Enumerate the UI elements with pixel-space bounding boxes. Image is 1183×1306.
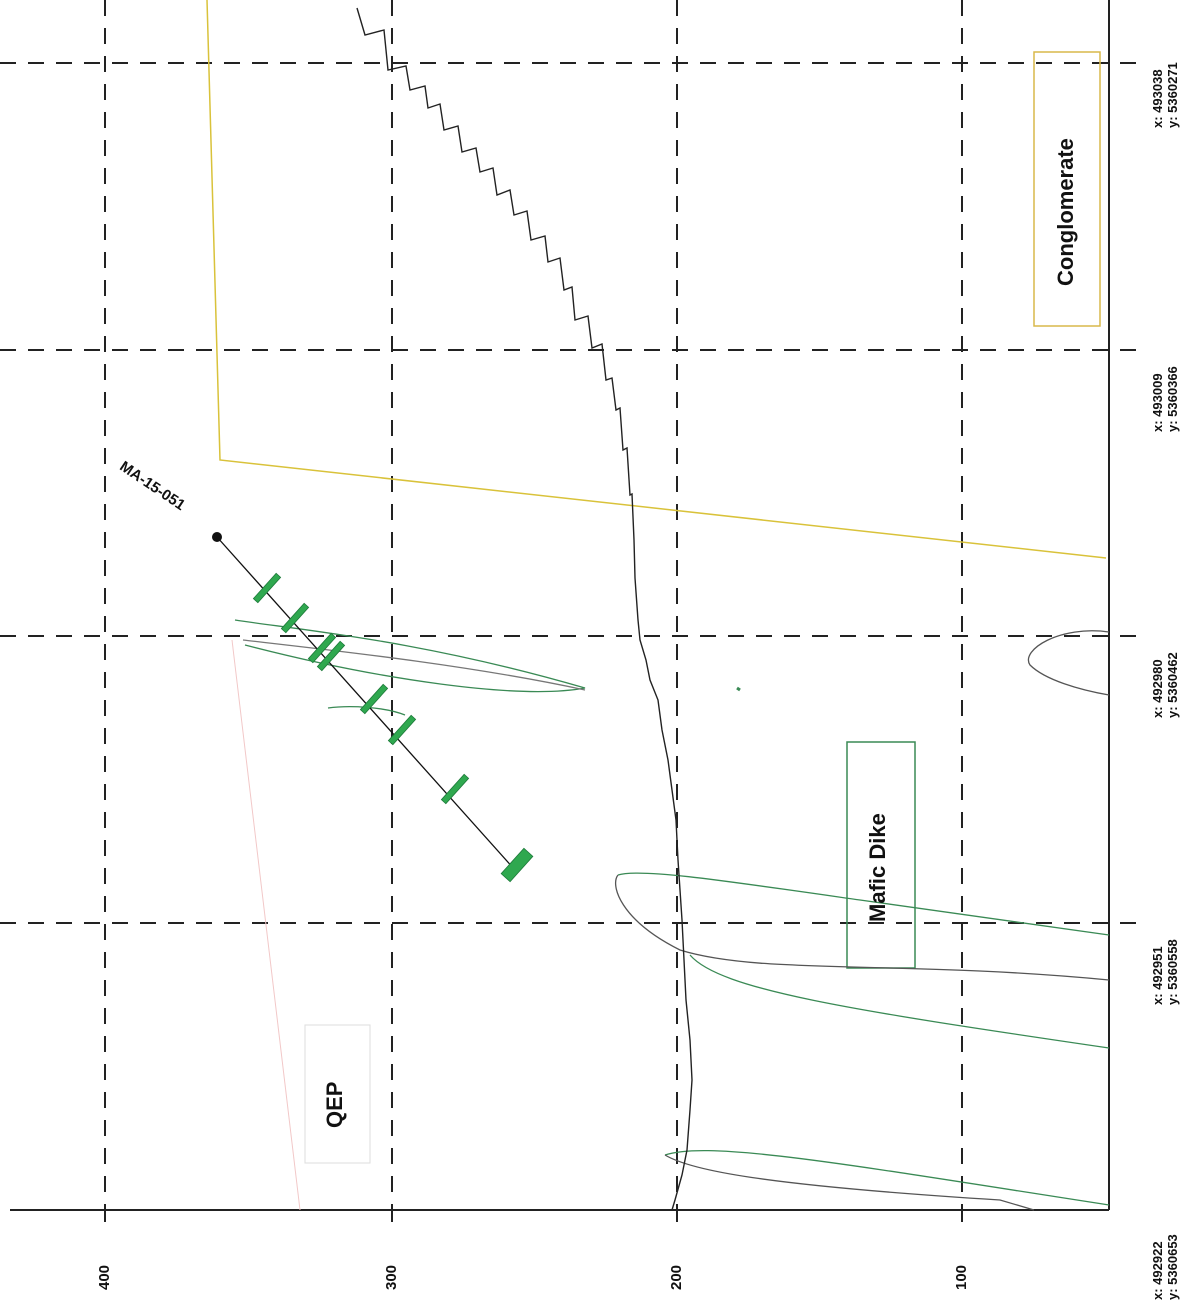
station-y: y: 5360653 <box>1165 1234 1180 1300</box>
drillhole-collar <box>212 532 222 542</box>
station-label-4: x: 493009 y: 5360366 <box>1150 366 1180 432</box>
intercept-8 <box>500 847 534 883</box>
intercept-1 <box>252 572 282 604</box>
intercept-4 <box>316 640 346 672</box>
station-x: x: 493009 <box>1150 373 1165 432</box>
station-label-3: x: 492980 y: 5360462 <box>1150 652 1180 718</box>
station-label-1: x: 492922 y: 5360653 <box>1150 1234 1180 1300</box>
qep-box <box>304 1024 371 1164</box>
station-label-2: x: 492951 y: 5360558 <box>1150 939 1180 1005</box>
elevation-label-300: 300 <box>383 1264 400 1290</box>
station-x: x: 492922 <box>1150 1241 1165 1300</box>
station-y: y: 5360271 <box>1165 62 1180 128</box>
qep-label: QEP <box>322 1081 347 1128</box>
station-label-5: x: 493038 y: 5360271 <box>1150 62 1180 128</box>
faint-boundary-line <box>231 639 301 1211</box>
conglomerate-box <box>1033 51 1101 327</box>
drillhole-ma-15-051 <box>212 532 516 871</box>
elevation-grid-lines <box>104 0 963 1210</box>
station-x: x: 492980 <box>1150 659 1165 718</box>
intercept-7 <box>440 773 470 805</box>
station-x: x: 493038 <box>1150 69 1165 128</box>
elevation-label-100: 100 <box>953 1264 970 1290</box>
elevation-label-400: 400 <box>96 1264 113 1290</box>
elevation-ticks <box>104 1210 963 1222</box>
assay-intercepts <box>252 572 534 883</box>
intercept-2 <box>280 602 310 634</box>
station-y: y: 5360366 <box>1165 366 1180 432</box>
intercept-3 <box>307 632 337 664</box>
elevation-label-200: 200 <box>668 1264 685 1290</box>
station-y: y: 5360462 <box>1165 652 1180 718</box>
contact-line <box>206 0 1107 559</box>
topography-line <box>356 7 693 1211</box>
station-grid-lines <box>0 62 1140 924</box>
station-x: x: 492951 <box>1150 946 1165 1005</box>
conglomerate-label: Conglomerate <box>1053 138 1078 286</box>
section-frame <box>10 0 1110 1211</box>
mafic-dike-label: Mafic Dike <box>865 813 890 922</box>
station-y: y: 5360558 <box>1165 939 1180 1005</box>
intercept-5 <box>359 683 389 715</box>
intercept-6 <box>387 714 417 746</box>
